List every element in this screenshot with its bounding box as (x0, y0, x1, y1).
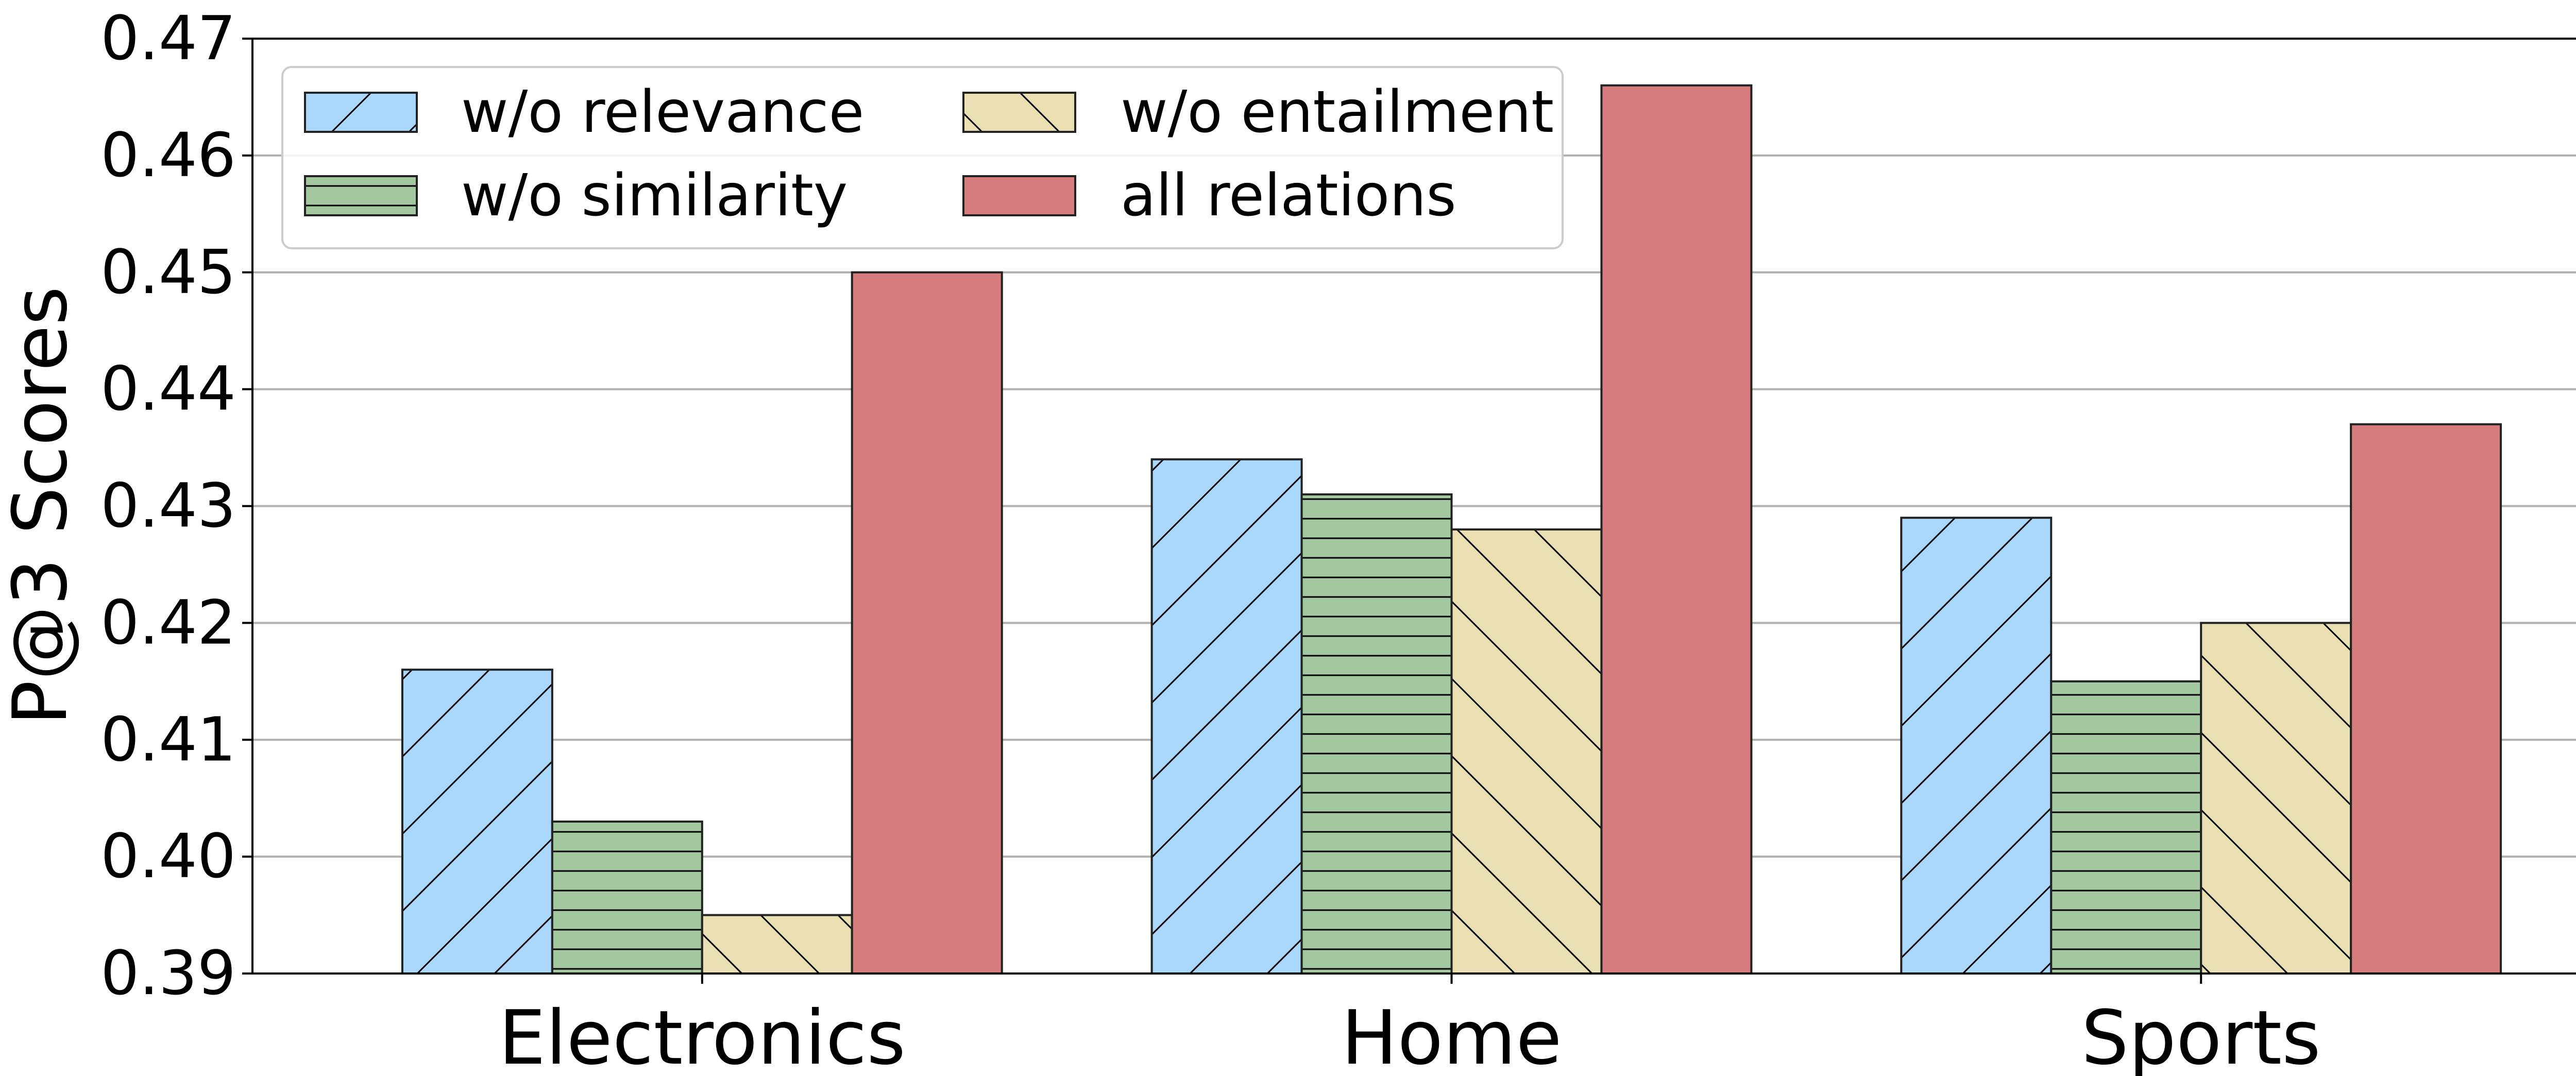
x-axis-categories: Electronics Home Sports (499, 973, 2321, 1076)
legend-label: w/o relevance (461, 79, 864, 146)
legend-swatch (304, 175, 418, 216)
legend-label: all relations (1121, 162, 1456, 229)
category-label: Electronics (499, 995, 906, 1076)
legend-swatch (962, 175, 1076, 216)
y-tick-label: 0.41 (100, 704, 236, 775)
y-axis-title: P@3 Scores (0, 286, 84, 725)
bar-w-o-entailment-home (1450, 528, 1603, 975)
y-tick-label: 0.39 (100, 937, 236, 1009)
y-tick-label: 0.44 (100, 353, 236, 424)
bars (401, 84, 2502, 975)
legend-swatch (962, 92, 1076, 133)
y-tick-label: 0.46 (100, 119, 236, 191)
bar-w-o-similarity-home (1300, 493, 1453, 975)
legend-swatch (304, 92, 418, 133)
y-tick-label: 0.45 (100, 236, 236, 308)
bar-w-o-entailment-sports (2200, 622, 2352, 975)
legend: w/o relevance w/o similarity w/o entailmen… (281, 66, 1564, 249)
bar-all-relations-electronics (851, 271, 1003, 975)
category-label: Sports (2081, 995, 2321, 1076)
bar-all-relations-sports (2350, 423, 2502, 975)
bar-w-o-relevance-electronics (401, 669, 553, 975)
y-tick-label: 0.42 (100, 587, 236, 658)
bar-all-relations-home (1600, 84, 1753, 975)
y-axis-ticks: 0.39 0.40 0.41 0.42 0.43 0.44 0.45 0.46 0.47 (100, 3, 252, 1009)
legend-label: w/o entailment (1121, 79, 1554, 146)
bar-w-o-relevance-sports (1900, 517, 2053, 975)
bar-w-o-entailment-electronics (701, 914, 853, 975)
bar-w-o-relevance-home (1150, 458, 1303, 975)
legend-label: w/o similarity (461, 162, 848, 229)
y-tick-label: 0.43 (100, 470, 236, 541)
legend-box (281, 66, 1564, 249)
y-tick-label: 0.47 (100, 3, 236, 74)
category-label: Home (1341, 995, 1562, 1076)
y-tick-label: 0.40 (100, 821, 236, 892)
bar-w-o-similarity-sports (2050, 680, 2202, 975)
bar-w-o-similarity-electronics (551, 821, 703, 975)
